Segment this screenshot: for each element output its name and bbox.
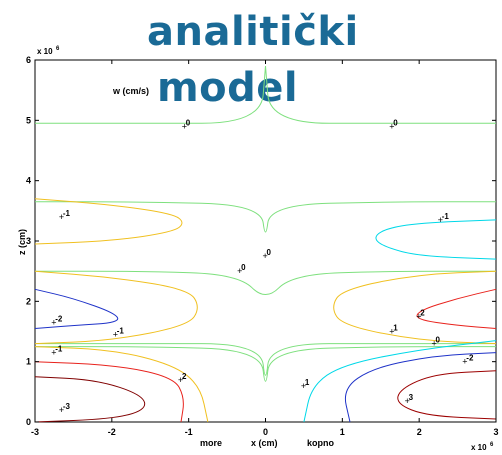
contour-line-level-neg1-6 xyxy=(34,198,183,245)
x-axis-left-annotation: more xyxy=(200,438,222,448)
svg-text:x 10: x 10 xyxy=(37,47,53,56)
contour-line-level-3-14 xyxy=(34,376,146,423)
x-tick-label: -2 xyxy=(108,427,116,437)
contour-line-level-0-2 xyxy=(35,201,496,233)
y-tick-label: 4 xyxy=(26,176,31,186)
x-multiplier: x 10 6 xyxy=(471,442,494,452)
contour-label-marker: + xyxy=(51,318,56,328)
contour-label-marker: + xyxy=(405,396,410,406)
contour-label-marker: + xyxy=(113,330,118,340)
contour-line-level-2-13 xyxy=(34,361,184,423)
y-tick-label: 3 xyxy=(26,236,31,246)
x-tick-label: -1 xyxy=(185,427,193,437)
contour-line-level-1-12 xyxy=(34,346,209,423)
x-tick-label: 2 xyxy=(417,427,422,437)
svg-text:x 10: x 10 xyxy=(471,443,487,452)
contour-line-level-1-10 xyxy=(333,270,497,345)
contour-label: -1 xyxy=(55,345,63,354)
y-tick-label: 5 xyxy=(26,115,31,125)
svg-text:6: 6 xyxy=(490,442,494,448)
contour-label: 2 xyxy=(420,308,425,317)
contour-label: -1 xyxy=(63,209,71,218)
contour-line-level-0-3 xyxy=(35,270,496,296)
contour-label-marker: + xyxy=(389,121,394,131)
contour-line-level-0-4 xyxy=(34,346,496,382)
contour-line-level-1-7 xyxy=(375,219,497,260)
x-tick-label: 1 xyxy=(340,427,345,437)
svg-text:6: 6 xyxy=(56,46,60,52)
contour-label-marker: + xyxy=(237,266,242,276)
contour-label: 2 xyxy=(182,372,187,381)
y-tick-label: 1 xyxy=(26,357,31,367)
contour-label-marker: + xyxy=(301,381,306,391)
contour-label: 3 xyxy=(409,393,414,402)
contour-label-marker: + xyxy=(178,375,183,385)
y-axis-label: z (cm) xyxy=(17,229,27,255)
contour-label: -2 xyxy=(466,354,474,363)
x-axis-right-annotation: kopno xyxy=(307,438,334,448)
contour-label: -3 xyxy=(63,402,71,411)
contour-label-marker: + xyxy=(182,121,187,131)
contour-label: 0 xyxy=(241,263,246,272)
contour-label-marker: + xyxy=(438,215,443,225)
contour-labels: +0 +0+-1+-1+0+0+-2+-1+2+1+0+-1+-2+2+1+-3+… xyxy=(51,118,474,415)
x-axis-label: x (cm) xyxy=(251,438,278,448)
contour-label-marker: + xyxy=(263,251,268,261)
x-tick-label: 3 xyxy=(493,427,498,437)
slide-title-line-1: analitički xyxy=(147,9,359,55)
contour-label: -1 xyxy=(117,327,125,336)
contour-line-level-0-1 xyxy=(265,65,496,124)
contour-label: 0 xyxy=(267,248,272,257)
field-label: w (cm/s) xyxy=(112,86,149,96)
y-tick-label: 0 xyxy=(26,417,31,427)
contour-line-level-2-11 xyxy=(416,288,497,329)
contour-line-level-0-0 xyxy=(35,65,266,124)
contour-label-marker: + xyxy=(59,212,64,222)
contour-label-marker: + xyxy=(59,405,64,415)
x-tick-label: -3 xyxy=(31,427,39,437)
contour-label-marker: + xyxy=(416,311,421,321)
contour-line-level-1-15 xyxy=(303,340,497,423)
contour-line-level-0-5 xyxy=(34,343,496,376)
contour-line-level-neg1-8 xyxy=(34,270,198,345)
contour-label: 0 xyxy=(436,336,441,345)
contour-line-level-neg2-9 xyxy=(34,288,119,329)
contour-label-marker: + xyxy=(432,339,437,349)
contour-label-marker: + xyxy=(51,348,56,358)
slide-title-line-2: model xyxy=(157,65,299,111)
contour-label: 1 xyxy=(393,324,398,333)
contour-label: 0 xyxy=(393,118,398,127)
contour-label: -2 xyxy=(55,315,63,324)
axis-ticks: -3 -2 -1 0 1 2 3 0 1 2 3 4 5 6 xyxy=(26,55,499,437)
y-tick-label: 6 xyxy=(26,55,31,65)
contour-line-level-2-16 xyxy=(344,352,497,423)
y-multiplier: x 10 6 xyxy=(37,46,60,56)
contour-label: -1 xyxy=(442,212,450,221)
contour-lines xyxy=(34,65,497,423)
y-tick-label: 2 xyxy=(26,296,31,306)
contour-label-marker: + xyxy=(389,327,394,337)
x-tick-label: 0 xyxy=(263,427,268,437)
contour-label: 0 xyxy=(186,118,191,127)
contour-line-level-3-17 xyxy=(397,370,497,420)
contour-label-marker: + xyxy=(462,357,467,367)
contour-label: 1 xyxy=(305,378,310,387)
